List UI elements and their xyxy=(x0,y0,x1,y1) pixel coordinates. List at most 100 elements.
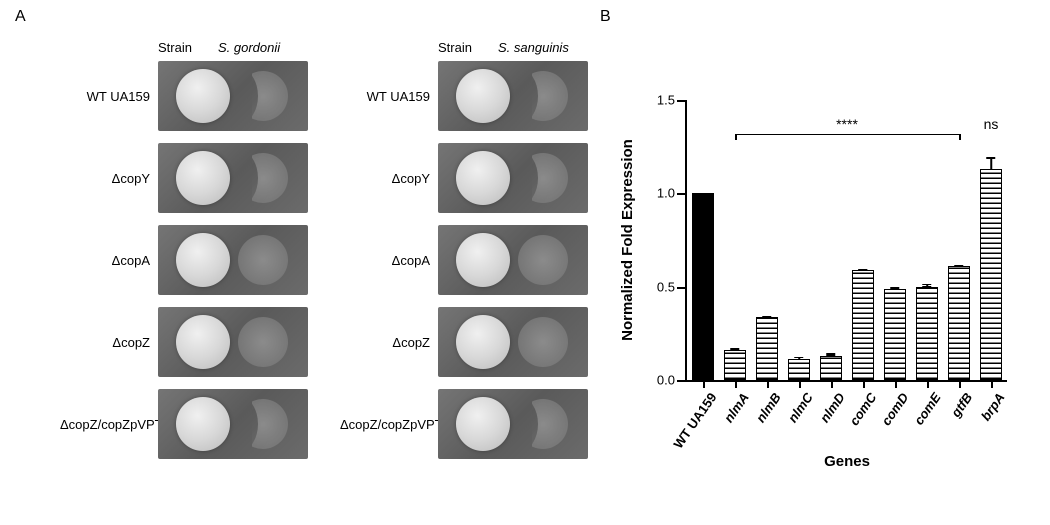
agar-plate xyxy=(438,389,588,459)
y-tick-label: 0.0 xyxy=(645,373,675,388)
plate-row: WT UA159 xyxy=(340,61,590,131)
bar xyxy=(948,266,970,380)
colony-left xyxy=(176,151,230,205)
panel-b: Normalized Fold Expression Genes 0.0 0.5 1… xyxy=(615,90,1025,490)
significance-drop xyxy=(735,134,737,140)
strain-label: WT UA159 xyxy=(340,89,438,104)
error-bar xyxy=(958,265,960,267)
colony-left xyxy=(176,69,230,123)
column-header: StrainS. gordonii xyxy=(60,40,310,55)
bar xyxy=(724,350,746,380)
agar-plate xyxy=(438,143,588,213)
header-species: S. gordonii xyxy=(218,40,280,55)
y-tick xyxy=(677,287,687,289)
agar-plate xyxy=(158,389,308,459)
colony-left xyxy=(176,397,230,451)
x-tick-label: comC xyxy=(846,390,879,428)
x-tick xyxy=(895,380,897,388)
x-tick xyxy=(799,380,801,388)
agar-plate xyxy=(158,307,308,377)
x-tick xyxy=(735,380,737,388)
plate-row: ΔcopY xyxy=(60,143,310,213)
significance-label: **** xyxy=(836,116,858,132)
plate-row: ΔcopZ/copZpVPT xyxy=(340,389,590,459)
x-tick xyxy=(831,380,833,388)
agar-plate xyxy=(438,61,588,131)
panel-b-label: B xyxy=(600,8,611,26)
error-bar xyxy=(798,357,800,361)
agar-plate xyxy=(158,143,308,213)
colony-left xyxy=(456,397,510,451)
significance-line xyxy=(735,134,959,136)
plate-row: ΔcopA xyxy=(340,225,590,295)
y-axis-label: Normalized Fold Expression xyxy=(619,139,636,341)
colony-right xyxy=(238,71,288,121)
bar xyxy=(980,169,1002,380)
plate-row: ΔcopZ xyxy=(340,307,590,377)
y-tick-label: 0.5 xyxy=(645,279,675,294)
strain-label: ΔcopZ/copZpVPT xyxy=(60,417,158,432)
x-tick xyxy=(703,380,705,388)
plate-row: ΔcopA xyxy=(60,225,310,295)
panel-a-label: A xyxy=(15,8,26,26)
error-bar xyxy=(830,353,832,357)
colony-right xyxy=(518,235,568,285)
y-tick xyxy=(677,100,687,102)
error-bar xyxy=(734,348,736,351)
strain-label: ΔcopA xyxy=(60,253,158,268)
agar-plate xyxy=(158,61,308,131)
x-tick-label: WT UA159 xyxy=(670,390,719,451)
colony-left xyxy=(456,233,510,287)
header-species: S. sanguinis xyxy=(498,40,569,55)
bar xyxy=(820,356,842,380)
colony-left xyxy=(456,315,510,369)
colony-left xyxy=(456,69,510,123)
plate-row: ΔcopY xyxy=(340,143,590,213)
x-tick-label: brpA xyxy=(978,390,1008,423)
y-tick xyxy=(677,193,687,195)
strain-label: ΔcopY xyxy=(340,171,438,186)
header-strain: Strain xyxy=(158,40,218,55)
strain-label: ΔcopY xyxy=(60,171,158,186)
colony-right xyxy=(518,399,568,449)
colony-right xyxy=(238,317,288,367)
bar xyxy=(692,193,714,380)
x-axis-label: Genes xyxy=(687,453,1007,470)
error-bar xyxy=(894,287,896,290)
strain-label: ΔcopZ/copZpVPT xyxy=(340,417,438,432)
colony-right xyxy=(238,235,288,285)
significance-drop xyxy=(959,134,961,140)
panel-a: StrainS. gordonii WT UA159 ΔcopY ΔcopA ΔcopZ… xyxy=(60,40,590,520)
agar-plate xyxy=(438,225,588,295)
bar xyxy=(788,359,810,380)
y-tick xyxy=(677,380,687,382)
panel-a-column: StrainS. sanguinisWT UA159ΔcopYΔcopAΔcop… xyxy=(340,40,590,520)
colony-right xyxy=(238,153,288,203)
colony-right xyxy=(518,153,568,203)
x-tick-label: comE xyxy=(911,390,944,428)
colony-right xyxy=(518,71,568,121)
error-bar xyxy=(990,157,992,170)
bar xyxy=(916,287,938,380)
x-tick-label: gtfB xyxy=(948,390,975,420)
plate-row: WT UA159 xyxy=(60,61,310,131)
x-tick-label: nlmD xyxy=(816,390,847,425)
colony-left xyxy=(176,233,230,287)
x-tick xyxy=(959,380,961,388)
x-tick xyxy=(863,380,865,388)
strain-label: ΔcopZ xyxy=(340,335,438,350)
ns-label: ns xyxy=(984,116,999,132)
x-tick-label: nlmB xyxy=(752,390,783,425)
x-tick xyxy=(991,380,993,388)
error-bar xyxy=(926,284,928,288)
plate-row: ΔcopZ/copZpVPT xyxy=(60,389,310,459)
y-tick-label: 1.0 xyxy=(645,186,675,201)
error-bar xyxy=(862,269,864,271)
agar-plate xyxy=(158,225,308,295)
strain-label: ΔcopA xyxy=(340,253,438,268)
error-bar xyxy=(766,317,768,318)
panel-a-column: StrainS. gordonii WT UA159 ΔcopY ΔcopA ΔcopZ… xyxy=(60,40,310,520)
x-tick xyxy=(927,380,929,388)
strain-label: WT UA159 xyxy=(60,89,158,104)
x-tick xyxy=(767,380,769,388)
